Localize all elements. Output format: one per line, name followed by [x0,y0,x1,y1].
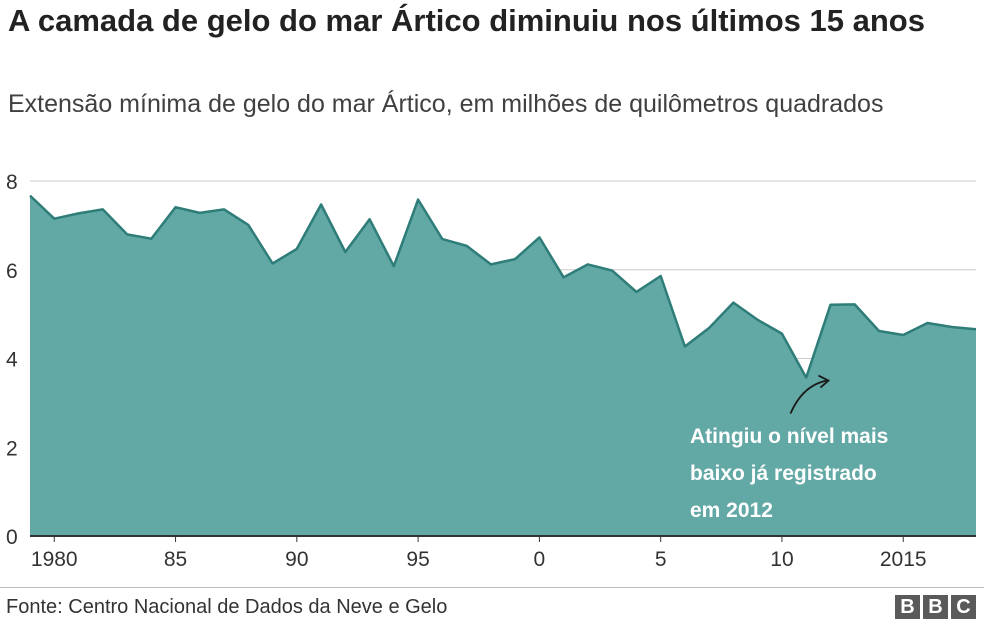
bbc-logo-letter: B [895,595,920,619]
arctic-ice-area-chart: 0 2 4 6 8 1980 85 90 95 0 5 10 2015 Atingiu o nível… [6,171,977,571]
annotation-text-line: Atingiu o nível mais [690,425,888,448]
source-note: Fonte: Centro Nacional de Dados da Neve … [6,596,448,618]
y-tick-label: 4 [6,349,18,372]
x-tick-label: 0 [534,548,546,571]
x-tick-label: 85 [164,548,187,571]
ice-extent-area [30,195,976,537]
y-tick-label: 6 [6,260,18,283]
footer-divider [0,587,984,588]
bbc-logo: B B C [895,595,976,619]
x-tick-label: 95 [406,548,429,571]
y-tick-label: 8 [6,171,18,194]
ice-extent-line [29,194,977,379]
x-tick-label: 2015 [880,548,927,571]
x-tick-label: 10 [770,548,793,571]
annotation-arrowhead [818,374,831,389]
bbc-logo-letter: B [923,595,948,619]
x-tick-label: 5 [655,548,667,571]
chart-title: A camada de gelo do mar Ártico diminuiu … [8,3,925,38]
x-tick-labels: 1980 85 90 95 0 5 10 2015 [31,536,927,571]
bbc-logo-letter: C [951,595,976,619]
annotation-2012: Atingiu o nível mais baixo já registrado e… [690,374,888,522]
annotation-text-line: em 2012 [690,499,773,522]
chart-subtitle: Extensão mínima de gelo do mar Ártico, e… [8,90,884,118]
x-tick-label: 1980 [31,548,78,571]
y-tick-label: 2 [6,437,18,460]
y-tick-label: 0 [6,526,18,549]
y-tick-labels: 0 2 4 6 8 [6,171,18,549]
annotation-text-line: baixo já registrado [690,462,877,485]
annotation-arrow [789,379,827,414]
x-tick-label: 90 [285,548,308,571]
